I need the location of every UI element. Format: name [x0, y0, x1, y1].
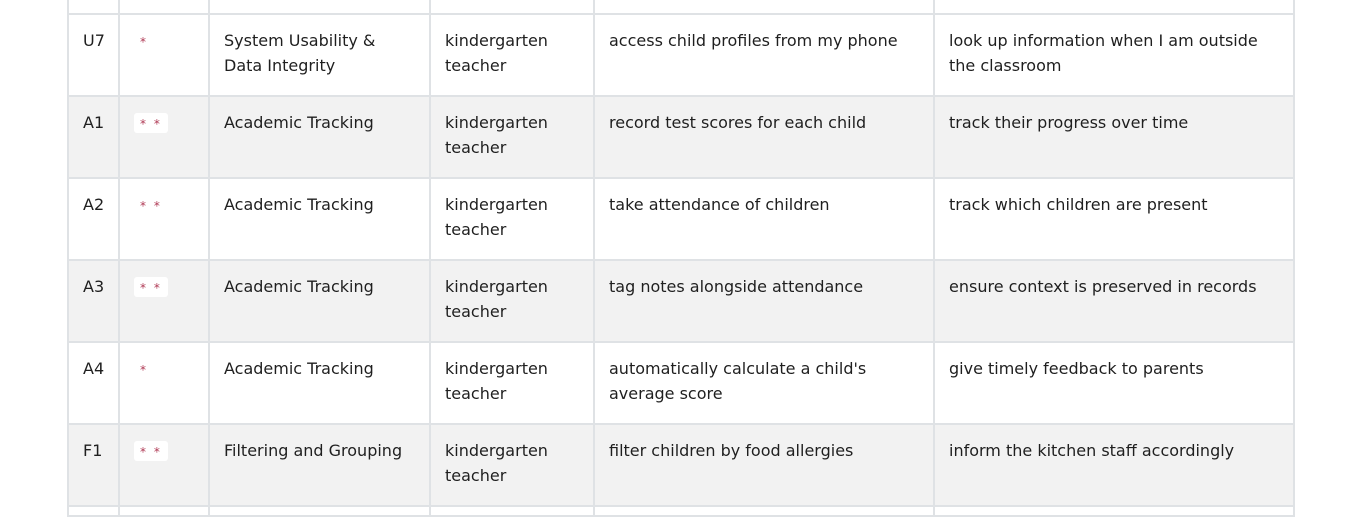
user-stories-table-container: U7 * System Usability & Data Integrity k…: [67, 0, 1295, 517]
priority-badge: * *: [134, 277, 168, 297]
category-cell: Filtering and Grouping: [208, 423, 431, 507]
role-cell: kindergarten teacher: [429, 177, 595, 261]
role-cell: kindergarten teacher: [429, 423, 595, 507]
priority-cell: * *: [118, 177, 210, 261]
table-row-partial: [67, 0, 1295, 15]
role-cell: kindergarten teacher: [429, 259, 595, 343]
want-cell: access child profiles from my phone: [593, 13, 935, 97]
want-cell: record test scores for each child: [593, 95, 935, 179]
priority-cell: * *: [118, 259, 210, 343]
table-row: F1 * * Filtering and Grouping kindergart…: [67, 423, 1295, 507]
benefit-cell: ensure context is preserved in records: [933, 259, 1295, 343]
category-cell: Academic Tracking: [208, 341, 431, 425]
priority-badge: * *: [134, 441, 168, 461]
category-cell: Academic Tracking: [208, 177, 431, 261]
want-cell: automatically calculate a child's averag…: [593, 341, 935, 425]
priority-badge: *: [140, 363, 148, 377]
priority-badge: * *: [134, 113, 168, 133]
priority-badge: *: [140, 35, 148, 49]
category-cell: System Usability & Data Integrity: [208, 13, 431, 97]
table-row: A1 * * Academic Tracking kindergarten te…: [67, 95, 1295, 179]
table-row: A3 * * Academic Tracking kindergarten te…: [67, 259, 1295, 343]
story-id: A1: [67, 95, 120, 179]
priority-cell: * *: [118, 423, 210, 507]
benefit-cell: inform the kitchen staff accordingly: [933, 423, 1295, 507]
category-cell: Academic Tracking: [208, 259, 431, 343]
table-row: A4 * Academic Tracking kindergarten teac…: [67, 341, 1295, 425]
priority-cell: * *: [118, 95, 210, 179]
category-cell: Academic Tracking: [208, 95, 431, 179]
priority-cell: *: [118, 341, 210, 425]
story-id: A2: [67, 177, 120, 261]
story-id: A3: [67, 259, 120, 343]
benefit-cell: give timely feedback to parents: [933, 341, 1295, 425]
role-cell: kindergarten teacher: [429, 95, 595, 179]
table-row: A2 * * Academic Tracking kindergarten te…: [67, 177, 1295, 261]
user-stories-table: U7 * System Usability & Data Integrity k…: [67, 0, 1295, 517]
role-cell: kindergarten teacher: [429, 13, 595, 97]
want-cell: filter children by food allergies: [593, 423, 935, 507]
benefit-cell: track their progress over time: [933, 95, 1295, 179]
story-id: U7: [67, 13, 120, 97]
story-id: F1: [67, 423, 120, 507]
priority-cell: *: [118, 13, 210, 97]
benefit-cell: look up information when I am outside th…: [933, 13, 1295, 97]
story-id: A4: [67, 341, 120, 425]
want-cell: tag notes alongside attendance: [593, 259, 935, 343]
benefit-cell: track which children are present: [933, 177, 1295, 261]
priority-badge: * *: [140, 199, 162, 213]
role-cell: kindergarten teacher: [429, 341, 595, 425]
table-row: U7 * System Usability & Data Integrity k…: [67, 13, 1295, 97]
want-cell: take attendance of children: [593, 177, 935, 261]
table-body: U7 * System Usability & Data Integrity k…: [67, 0, 1295, 517]
